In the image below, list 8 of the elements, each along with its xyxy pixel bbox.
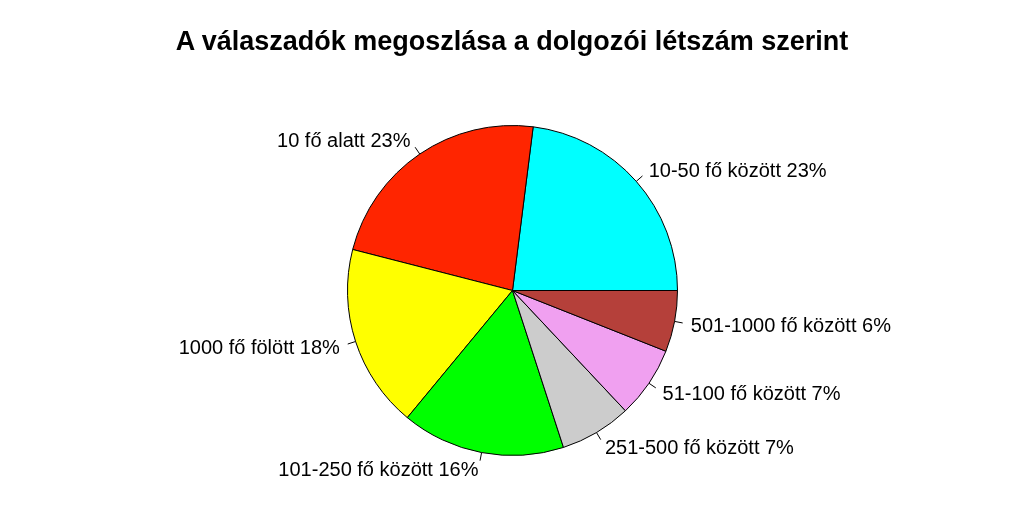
chart-title: A válaszadók megoszlása a dolgozói létszám szerint xyxy=(175,25,849,56)
slice-label: 51-100 fő között 7% xyxy=(662,381,841,404)
slice-label: 501-1000 fő között 6% xyxy=(690,313,892,336)
slice-label: 1000 fő fölött 18% xyxy=(178,335,341,358)
slice-label: 10-50 fő között 23% xyxy=(648,159,827,182)
slice-label: 101-250 fő között 16% xyxy=(278,457,479,480)
slice-label: 10 fő alatt 23% xyxy=(277,129,411,152)
slice-label: 251-500 fő között 7% xyxy=(604,435,795,458)
